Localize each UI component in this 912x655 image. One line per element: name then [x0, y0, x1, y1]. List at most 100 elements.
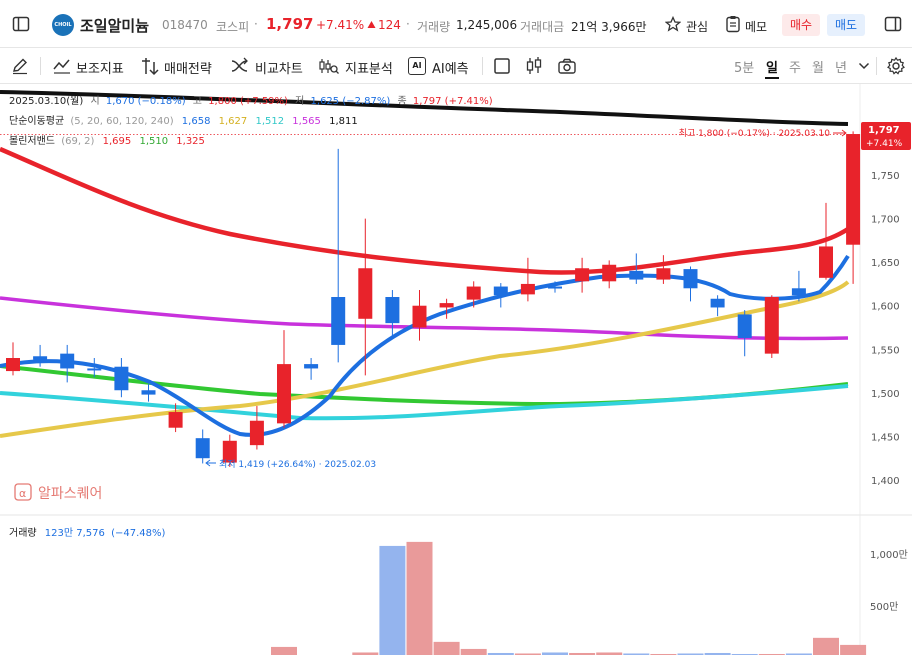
candle-body — [764, 297, 779, 354]
ma240-value: 1,811 — [329, 116, 358, 127]
candle-body — [33, 356, 48, 360]
indicator-icon[interactable] — [52, 57, 72, 75]
volume-bar — [731, 653, 758, 655]
period-year[interactable]: 년 — [835, 61, 847, 76]
candle-body — [520, 283, 535, 295]
volume-pane-value: 123만 7,576 — [45, 527, 105, 539]
square-icon[interactable] — [493, 57, 511, 75]
active-period-underline — [765, 77, 779, 79]
bb-lower-value: 1,325 — [176, 136, 205, 147]
price-tick-label: 1,400 — [871, 476, 900, 487]
bb-upper-value: 1,695 — [103, 136, 132, 147]
separator-dot: · — [406, 17, 410, 31]
volume-bar — [569, 652, 596, 655]
candle-body — [737, 314, 752, 338]
candle-body — [466, 286, 481, 300]
candle-body — [358, 268, 373, 319]
ai-predict-button[interactable]: AI예측 — [432, 62, 469, 77]
price-tick-label: 1,600 — [871, 302, 900, 313]
candle-body — [331, 297, 346, 345]
volume-bar — [704, 652, 731, 655]
gear-icon[interactable] — [886, 56, 906, 76]
ai-icon[interactable]: AI — [408, 57, 426, 75]
open-value: 1,670 (−0.18%) — [106, 96, 186, 107]
chevron-down-icon[interactable] — [858, 61, 870, 71]
volume-value: 1,245,006 — [456, 18, 518, 32]
candle-body — [602, 264, 617, 282]
period-5min[interactable]: 5분 — [734, 61, 755, 76]
stock-header: CHOIL 조일알미늄 018470 코스피 · 1,797 +7.41% 12… — [0, 0, 912, 48]
ma-label: 단순이동평균 — [9, 115, 64, 127]
memo-button[interactable]: 메모 — [745, 20, 768, 34]
candle-body — [60, 353, 75, 369]
bb-mid-value: 1,510 — [139, 136, 168, 147]
volume-pane-label: 거래량 — [9, 527, 37, 539]
sidebar-toggle-icon[interactable] — [12, 15, 30, 33]
high-value: 1,800 (+7.59%) — [208, 96, 288, 107]
amount-label: 거래대금 — [520, 20, 565, 34]
sell-button[interactable]: 매도 — [827, 14, 865, 36]
watch-button[interactable]: 관심 — [686, 20, 709, 34]
star-icon[interactable] — [665, 16, 681, 32]
right-panel-toggle-icon[interactable] — [884, 15, 902, 33]
volume-bar — [406, 541, 433, 655]
price-tick-label: 1,500 — [871, 389, 900, 400]
price-chart[interactable]: 1,750 1,700 1,650 1,600 1,550 1,500 1,450 1,400… — [0, 84, 912, 516]
price-tag-value: 1,797 — [868, 125, 900, 136]
compare-icon[interactable] — [230, 57, 250, 75]
high-annotation-arrow — [833, 129, 847, 137]
candle-type-icon[interactable] — [525, 56, 543, 76]
current-price: 1,797 — [266, 15, 314, 33]
candle-body — [168, 412, 183, 428]
volume-bar — [433, 641, 460, 655]
volume-tick-1000: 1,000만 — [870, 549, 908, 561]
pencil-icon[interactable] — [11, 57, 29, 75]
period-month[interactable]: 월 — [812, 61, 824, 76]
toolbar-divider — [40, 57, 41, 75]
open-label: 시 — [90, 95, 99, 107]
watermark-text: 알파스퀘어 — [38, 486, 102, 502]
volume-bar — [840, 644, 867, 655]
candle-body — [141, 390, 156, 395]
volume-info-line: 거래량 123만 7,576 (−47.48%) — [9, 527, 165, 539]
ma240-line — [0, 90, 849, 126]
ma-params: (5, 20, 60, 120, 240) — [70, 116, 173, 127]
candle-body — [548, 286, 562, 289]
volume-chart[interactable]: 거래량 123만 7,576 (−47.48%) 1,000만 500만 — [0, 516, 912, 655]
candle-body — [629, 270, 644, 280]
chart-toolbar: 보조지표 매매전략 비교차트 지표분석 AI AI예측 5분 일 — [0, 48, 912, 84]
bollinger-mid-line — [0, 146, 850, 275]
analysis-button[interactable]: 지표분석 — [345, 62, 393, 77]
candle-body — [277, 364, 291, 424]
price-tick-label: 1,450 — [871, 432, 900, 443]
candle-body — [846, 134, 861, 245]
change-amount: 124 — [378, 18, 401, 32]
watermark-icon-glyph: α — [19, 487, 26, 500]
strategy-icon[interactable] — [140, 56, 160, 76]
close-label: 종 — [397, 95, 406, 107]
period-week[interactable]: 주 — [789, 61, 801, 76]
stock-name[interactable]: 조일알미늄 — [80, 17, 150, 35]
camera-icon[interactable] — [557, 57, 577, 75]
candle-body — [6, 358, 20, 372]
volume-label: 거래량 — [417, 20, 451, 34]
memo-icon[interactable] — [725, 15, 741, 33]
candle-body — [249, 420, 264, 446]
candle-body — [683, 269, 698, 289]
volume-bars-group — [271, 541, 867, 655]
buy-button[interactable]: 매수 — [782, 14, 820, 36]
period-day[interactable]: 일 — [766, 61, 778, 76]
info-date-line: 2025.03.10(월) 시 1,670 (−0.18%) 고 1,800 (… — [9, 95, 493, 107]
candle-body — [222, 440, 237, 463]
compare-button[interactable]: 비교차트 — [255, 62, 303, 77]
volume-bar — [677, 653, 704, 655]
bb-params: (69, 2) — [61, 136, 94, 147]
indicator-button[interactable]: 보조지표 — [76, 62, 124, 77]
analysis-icon[interactable] — [318, 57, 340, 75]
candle-body — [304, 364, 319, 369]
ma60-value: 1,512 — [255, 116, 284, 127]
price-axis: 1,750 1,700 1,650 1,600 1,550 1,500 1,450 1,400 — [871, 171, 900, 487]
volume-pane-change: (−47.48%) — [111, 528, 165, 539]
price-tag — [861, 122, 911, 150]
strategy-button[interactable]: 매매전략 — [164, 62, 212, 77]
